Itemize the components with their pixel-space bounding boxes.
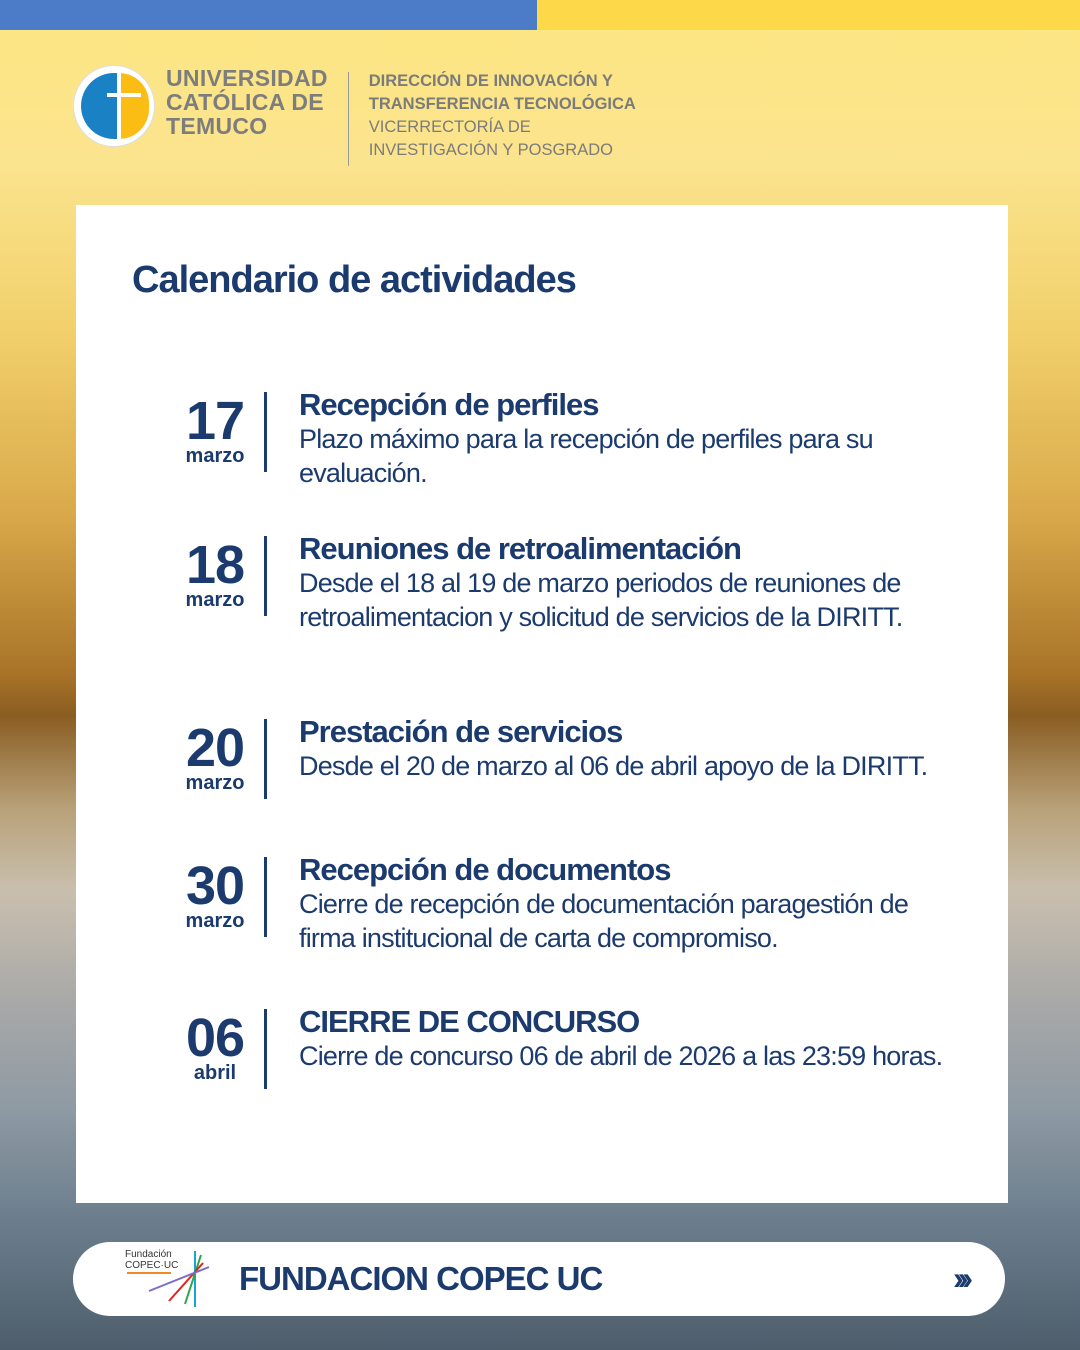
month: marzo: [185, 589, 245, 611]
uni-line: UNIVERSIDAD: [166, 65, 328, 91]
dir-line: TRANSFERENCIA TECNOLÓGICA: [368, 95, 636, 113]
uct-logo-icon: [74, 66, 154, 146]
date: 06 abril: [174, 1005, 256, 1089]
day: 30: [185, 856, 245, 916]
header: UNIVERSIDAD CATÓLICA DE TEMUCO DIRECCIÓN…: [74, 66, 636, 166]
divider: [264, 1009, 267, 1089]
copec-uc-logo-icon: Fundación COPEC·UC: [125, 1249, 215, 1309]
uni-line: TEMUCO: [166, 113, 268, 139]
logo-text: COPEC·UC: [125, 1260, 179, 1271]
day: 06: [185, 1008, 245, 1068]
item-heading: CIERRE DE CONCURSO: [299, 1004, 640, 1039]
dir-line: DIRECCIÓN DE INNOVACIÓN Y: [368, 72, 613, 90]
divider: [264, 719, 267, 799]
day: 18: [185, 535, 245, 595]
date: 30 marzo: [174, 853, 256, 955]
divider: [264, 392, 267, 472]
logo-text: Fundación: [125, 1249, 172, 1260]
date: 20 marzo: [174, 715, 256, 799]
day: 20: [185, 718, 245, 778]
item-heading: Prestación de servicios: [299, 714, 623, 749]
month: marzo: [185, 910, 245, 932]
calendar-card: Calendario de actividades 17 marzo Recepc…: [76, 205, 1008, 1203]
month: abril: [193, 1062, 237, 1084]
direction-name: DIRECCIÓN DE INNOVACIÓN Y TRANSFERENCIA …: [369, 70, 636, 162]
calendar-item: 17 marzo Recepción de perfiles Plazo máxim…: [174, 388, 949, 490]
calendar-item: 30 marzo Recepción de documentos Cierre de…: [174, 853, 949, 955]
date: 17 marzo: [174, 388, 256, 490]
university-name: UNIVERSIDAD CATÓLICA DE TEMUCO: [166, 66, 328, 138]
item-text: Desde el 20 de marzo al 06 de abril apoy…: [299, 751, 928, 781]
calendar-item: 06 abril CIERRE DE CONCURSO Cierre de conc…: [174, 1005, 949, 1089]
item-heading: Reuniones de retroalimentación: [299, 531, 742, 566]
footer-title: FUNDACION COPEC UC: [239, 1260, 603, 1297]
date: 18 marzo: [174, 532, 256, 634]
footer-banner[interactable]: Fundación COPEC·UC FUNDACION COPEC UC ››…: [73, 1242, 1005, 1316]
item-heading: Recepción de perfiles: [299, 387, 599, 422]
chevrons-right-icon[interactable]: ›››: [953, 1260, 973, 1296]
top-color-bar: [0, 0, 1080, 30]
divider: [347, 72, 349, 166]
calendar-item: 18 marzo Reuniones de retroalimentación De…: [174, 532, 949, 634]
uni-line: CATÓLICA DE: [166, 89, 324, 115]
item-text: Cierre de concurso 06 de abril de 2026 a…: [299, 1041, 943, 1071]
month: marzo: [185, 445, 245, 467]
item-text: Cierre de recepción de documentación par…: [299, 889, 909, 953]
vice-line: INVESTIGACIÓN Y POSGRADO: [368, 141, 613, 159]
day: 17: [185, 391, 245, 451]
item-heading: Recepción de documentos: [299, 852, 671, 887]
item-text: Plazo máximo para la recepción de perfil…: [299, 424, 874, 488]
calendar-item: 20 marzo Prestación de servicios Desde el …: [174, 715, 949, 799]
divider: [264, 536, 267, 616]
item-text: Desde el 18 al 19 de marzo periodos de r…: [299, 568, 903, 632]
divider: [264, 857, 267, 937]
vice-line: VICERRECTORÍA DE: [368, 118, 531, 136]
month: marzo: [185, 772, 245, 794]
page-title: Calendario de actividades: [132, 259, 577, 301]
